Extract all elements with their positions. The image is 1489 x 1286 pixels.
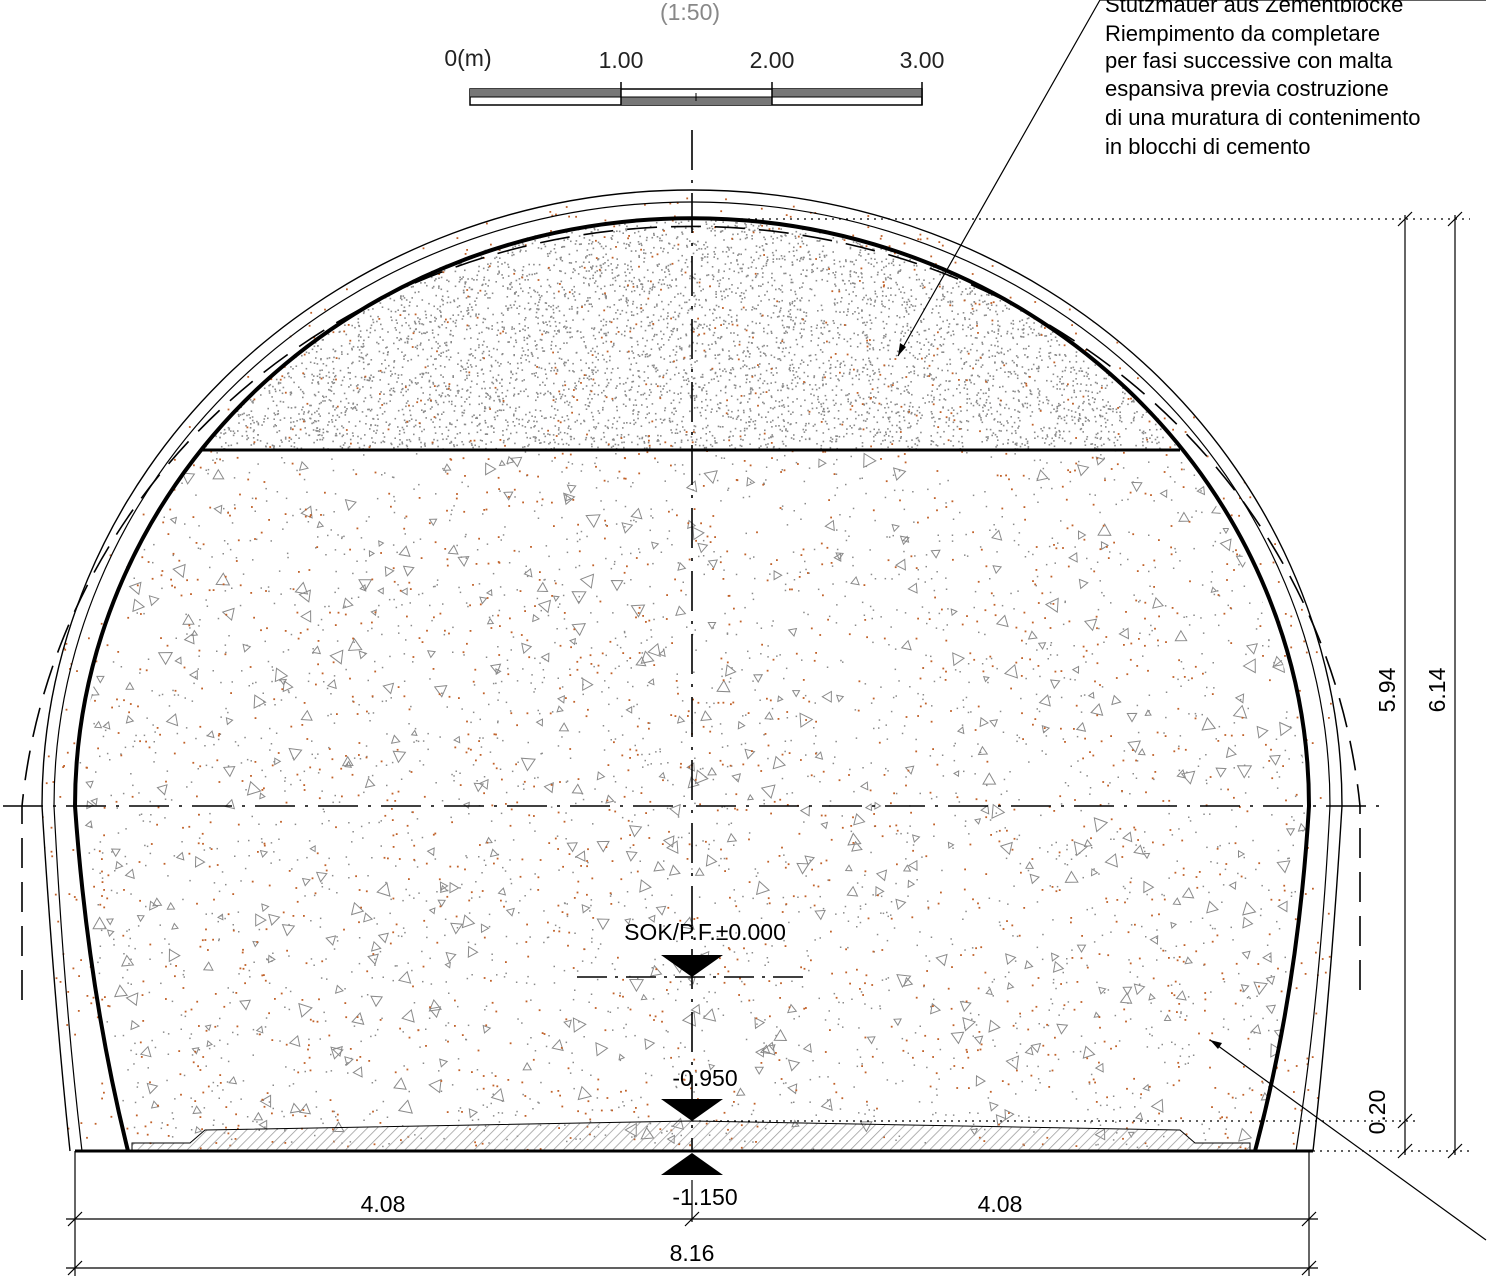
dim-total-width: 8.16	[670, 1240, 715, 1266]
dim-height-inner: 5.94	[1374, 667, 1400, 712]
note-line-0: Stützmauer aus Zementblöcke	[1105, 0, 1403, 17]
dim-half-right: 4.08	[978, 1191, 1023, 1217]
scale-tick-0: 0(m)	[444, 45, 491, 71]
level-marker-top	[661, 955, 723, 977]
scale-tick-3: 3.00	[900, 47, 945, 73]
invert-slab-hatched	[131, 1120, 1251, 1152]
expansive-mortar-fill	[202, 218, 1180, 450]
scale-bar	[469, 82, 923, 106]
scale-tick-1: 1.00	[599, 47, 644, 73]
note-line-1: Riempimento da completare	[1105, 21, 1380, 46]
lower-leader-arrow	[1210, 1040, 1222, 1049]
level-label-middle: -0.950	[672, 1065, 737, 1091]
scale-ratio: (1:50)	[660, 0, 720, 25]
dim-half-left: 4.08	[361, 1191, 406, 1217]
note-line-3: espansiva previa costruzione	[1105, 76, 1389, 101]
scale-tick-2: 2.00	[750, 47, 795, 73]
fill-note: Stützmauer aus Zementblöcke Riempimento …	[1105, 0, 1421, 159]
note-line-5: in blocchi di cemento	[1105, 134, 1310, 159]
level-marker-bottom	[661, 1153, 723, 1175]
excavation-line-dashed	[21, 225, 1361, 1000]
lining-outer-line	[41, 189, 1343, 1152]
level-label-top: SOK/P.F.±0.000	[624, 919, 786, 945]
concrete-block-fill	[75, 450, 1308, 1151]
vertical-dimension-lines	[692, 211, 1470, 1159]
level-marker-middle	[661, 1099, 723, 1121]
note-line-2: per fasi successive con malta	[1105, 48, 1393, 73]
note-leader-arrow	[898, 343, 906, 356]
note-leader-line	[897, 0, 1486, 357]
dim-height-total: 6.14	[1424, 667, 1450, 712]
level-label-bottom: -1.150	[672, 1184, 737, 1210]
note-line-4: di una muratura di contenimento	[1105, 105, 1421, 130]
dim-base-offset: 0.20	[1364, 1090, 1390, 1135]
lower-leader-line	[1209, 1039, 1487, 1241]
horizontal-dimension-lines	[66, 1151, 1318, 1276]
